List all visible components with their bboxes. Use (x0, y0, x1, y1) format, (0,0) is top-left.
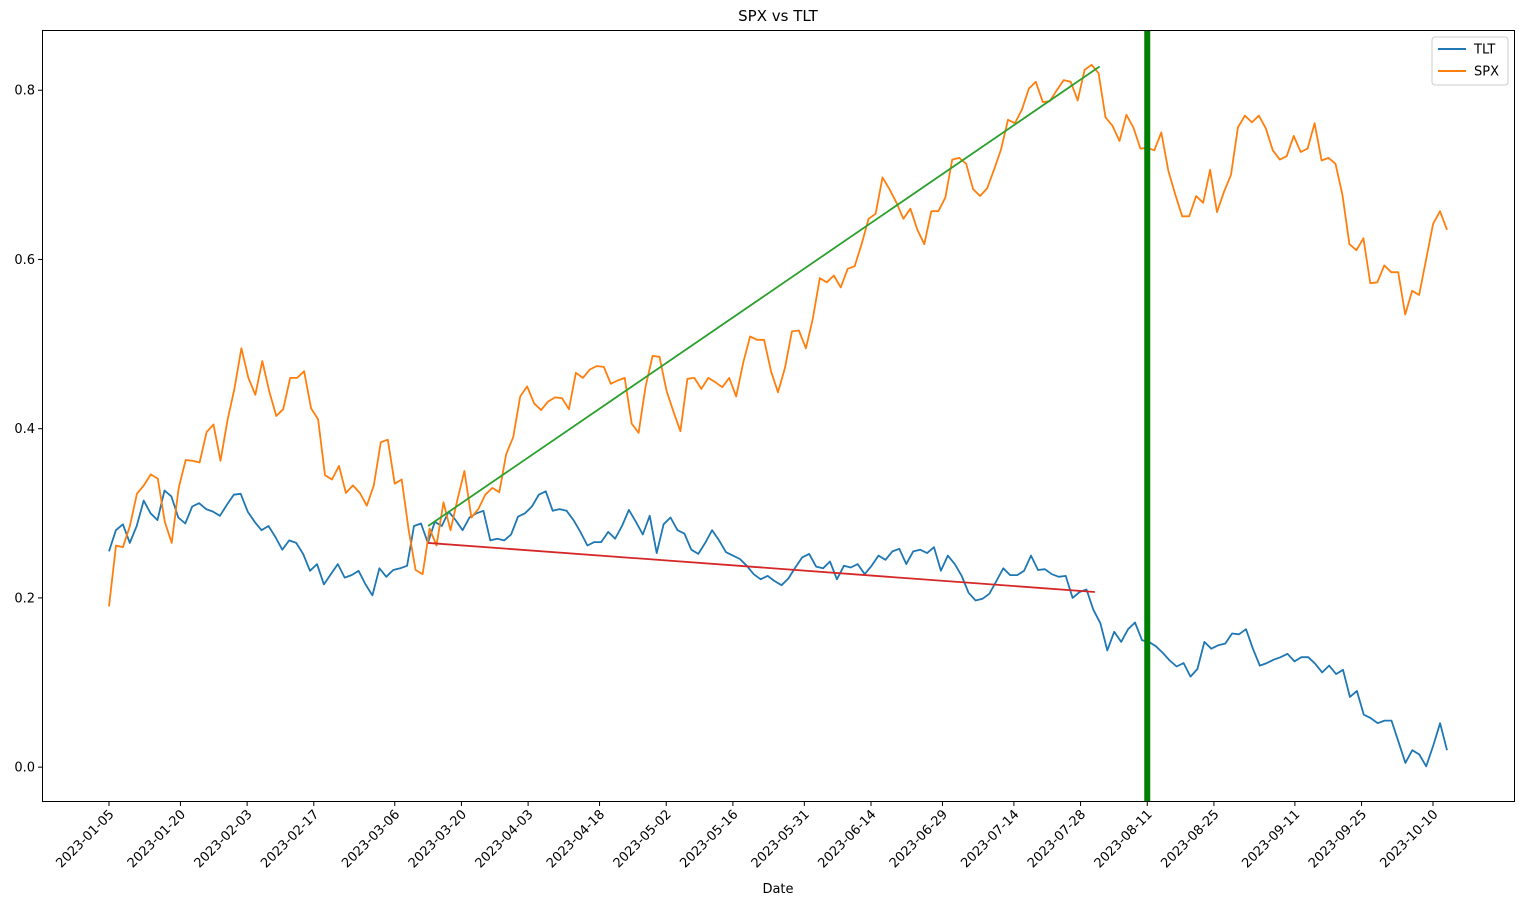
x-tick-label: 2023-08-11 (1092, 807, 1156, 871)
x-tick-label: 2023-07-28 (1025, 807, 1089, 871)
chart-title: SPX vs TLT (738, 7, 819, 25)
x-tick-label: 2023-09-11 (1239, 807, 1303, 871)
x-tick-label: 2023-09-25 (1306, 807, 1370, 871)
plot-area (108, 31, 1448, 801)
series-line-tlt (108, 489, 1448, 768)
x-tick-label: 2023-05-16 (677, 807, 741, 871)
legend-label-spx: SPX (1474, 65, 1499, 80)
x-tick-label: 2023-10-10 (1377, 807, 1441, 871)
x-axis: 2023-01-05 2023-01-20 2023-02-03 2023-02-17… (53, 801, 1441, 871)
x-tick-label: 2023-03-06 (339, 807, 403, 871)
y-axis: 0.0 0.2 0.4 0.6 0.8 (14, 84, 43, 776)
x-tick-label: 2023-05-31 (749, 807, 813, 871)
x-tick-label: 2023-04-18 (544, 807, 608, 871)
x-tick-label: 2023-02-17 (258, 807, 322, 871)
x-tick-label: 2023-07-14 (958, 807, 1022, 871)
x-tick-label: 2023-03-20 (406, 807, 470, 871)
trend-line-1 (427, 65, 1101, 527)
y-tick-label: 0.6 (14, 253, 35, 268)
plot-frame (42, 30, 1515, 802)
x-tick-label: 2023-01-20 (125, 807, 189, 871)
series-line-spx (108, 63, 1448, 607)
y-tick-label: 0.2 (14, 591, 35, 606)
x-tick-label: 2023-05-02 (611, 807, 675, 871)
x-tick-label: 2023-06-14 (815, 807, 879, 871)
x-tick-label: 2023-08-25 (1158, 807, 1222, 871)
x-tick-label: 2023-02-03 (192, 807, 256, 871)
trend-line-2 (428, 542, 1095, 593)
legend: TLT SPX (1431, 36, 1509, 86)
x-tick-label: 2023-01-05 (53, 807, 117, 871)
legend-label-tlt: TLT (1473, 43, 1495, 58)
x-axis-label: Date (762, 882, 793, 897)
y-tick-label: 0.8 (14, 84, 35, 99)
y-tick-label: 0.0 (14, 761, 35, 776)
x-tick-label: 2023-06-29 (887, 807, 951, 871)
x-tick-label: 2023-04-03 (473, 807, 537, 871)
y-tick-label: 0.4 (14, 422, 35, 437)
